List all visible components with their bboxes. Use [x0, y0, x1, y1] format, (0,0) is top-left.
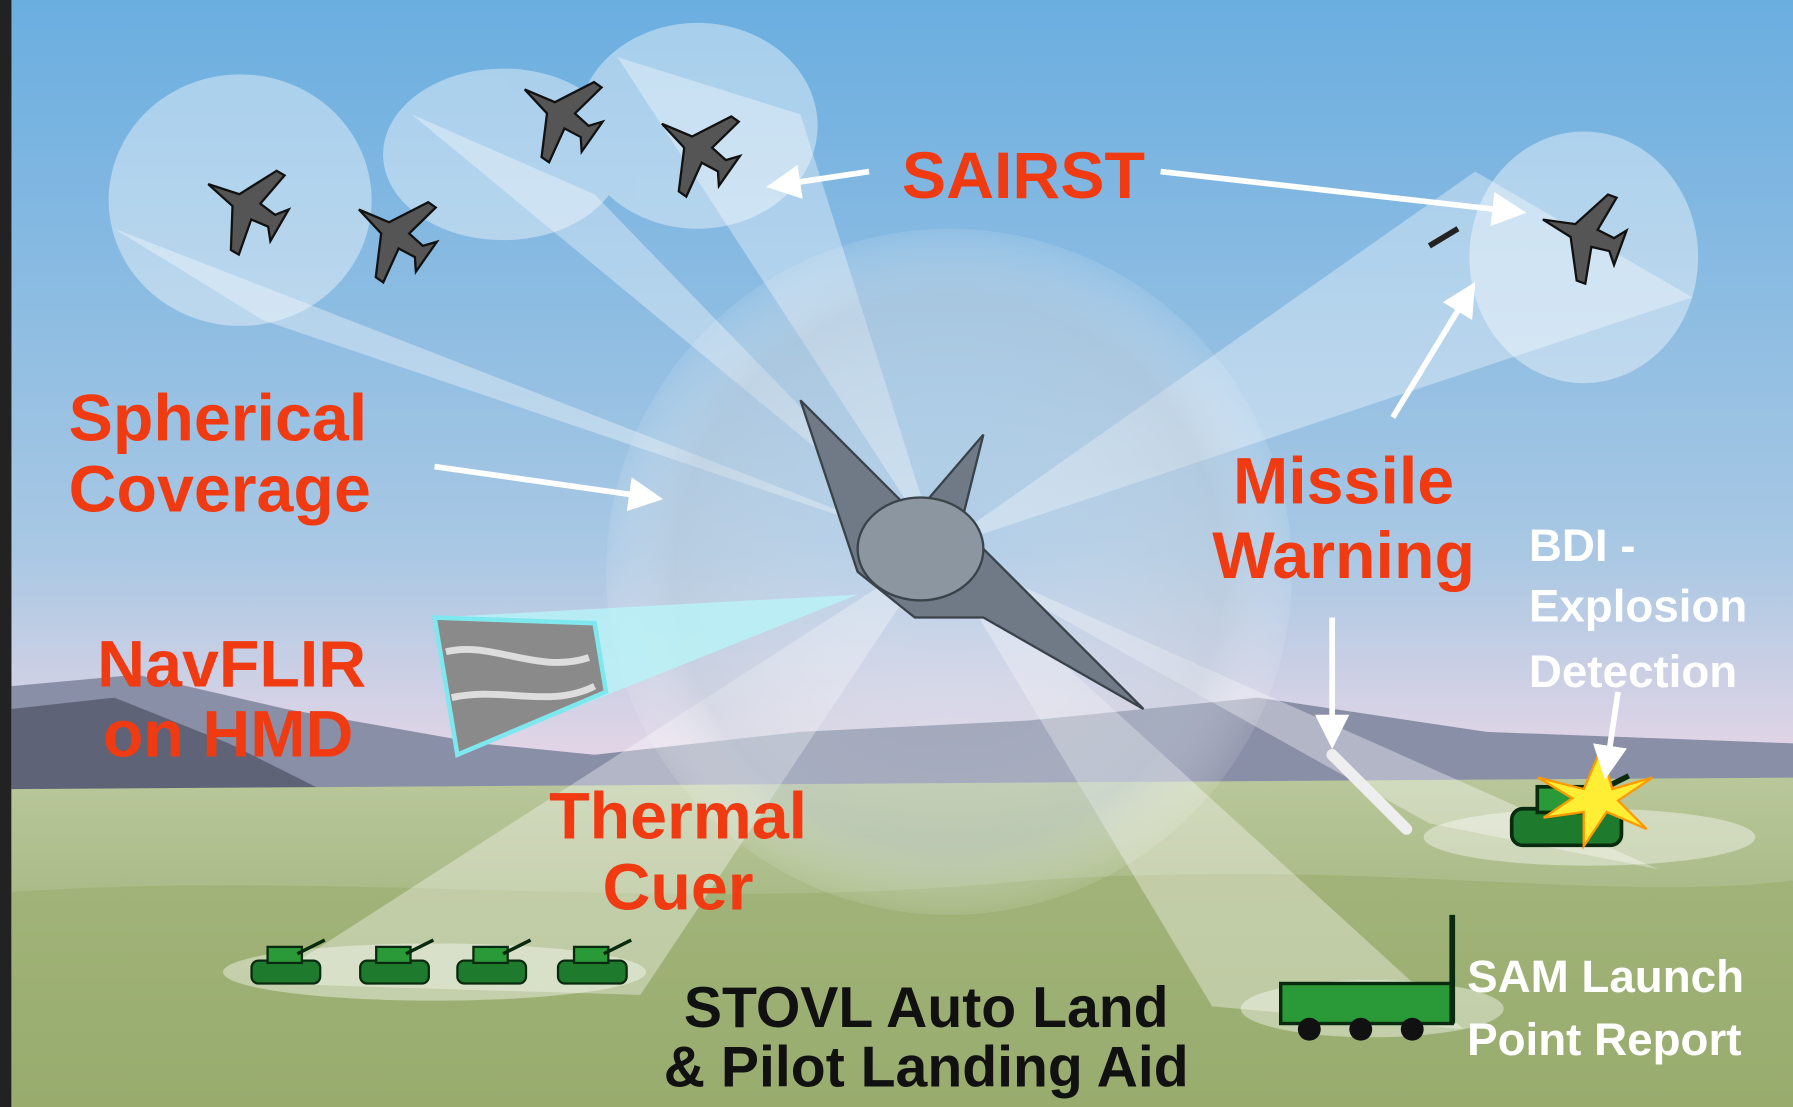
- illustration: SAIRST Spherical Coverage Missile Warnin…: [0, 0, 1793, 1107]
- label: Detection: [1529, 646, 1737, 697]
- label: Point Report: [1467, 1014, 1741, 1065]
- label: Explosion: [1529, 581, 1748, 632]
- label: Spherical: [69, 382, 368, 456]
- label: Cuer: [603, 851, 754, 925]
- label: Missile: [1233, 445, 1454, 519]
- label: Warning: [1212, 519, 1475, 593]
- label: & Pilot Landing Aid: [664, 1036, 1189, 1100]
- label: Coverage: [69, 453, 371, 527]
- label: SAIRST: [902, 139, 1145, 213]
- label: STOVL Auto Land: [684, 976, 1169, 1040]
- label: SAM Launch: [1467, 951, 1744, 1002]
- label: BDI -: [1529, 520, 1636, 571]
- label: NavFLIR: [97, 628, 366, 702]
- label: on HMD: [103, 697, 353, 771]
- label: Thermal: [549, 780, 807, 854]
